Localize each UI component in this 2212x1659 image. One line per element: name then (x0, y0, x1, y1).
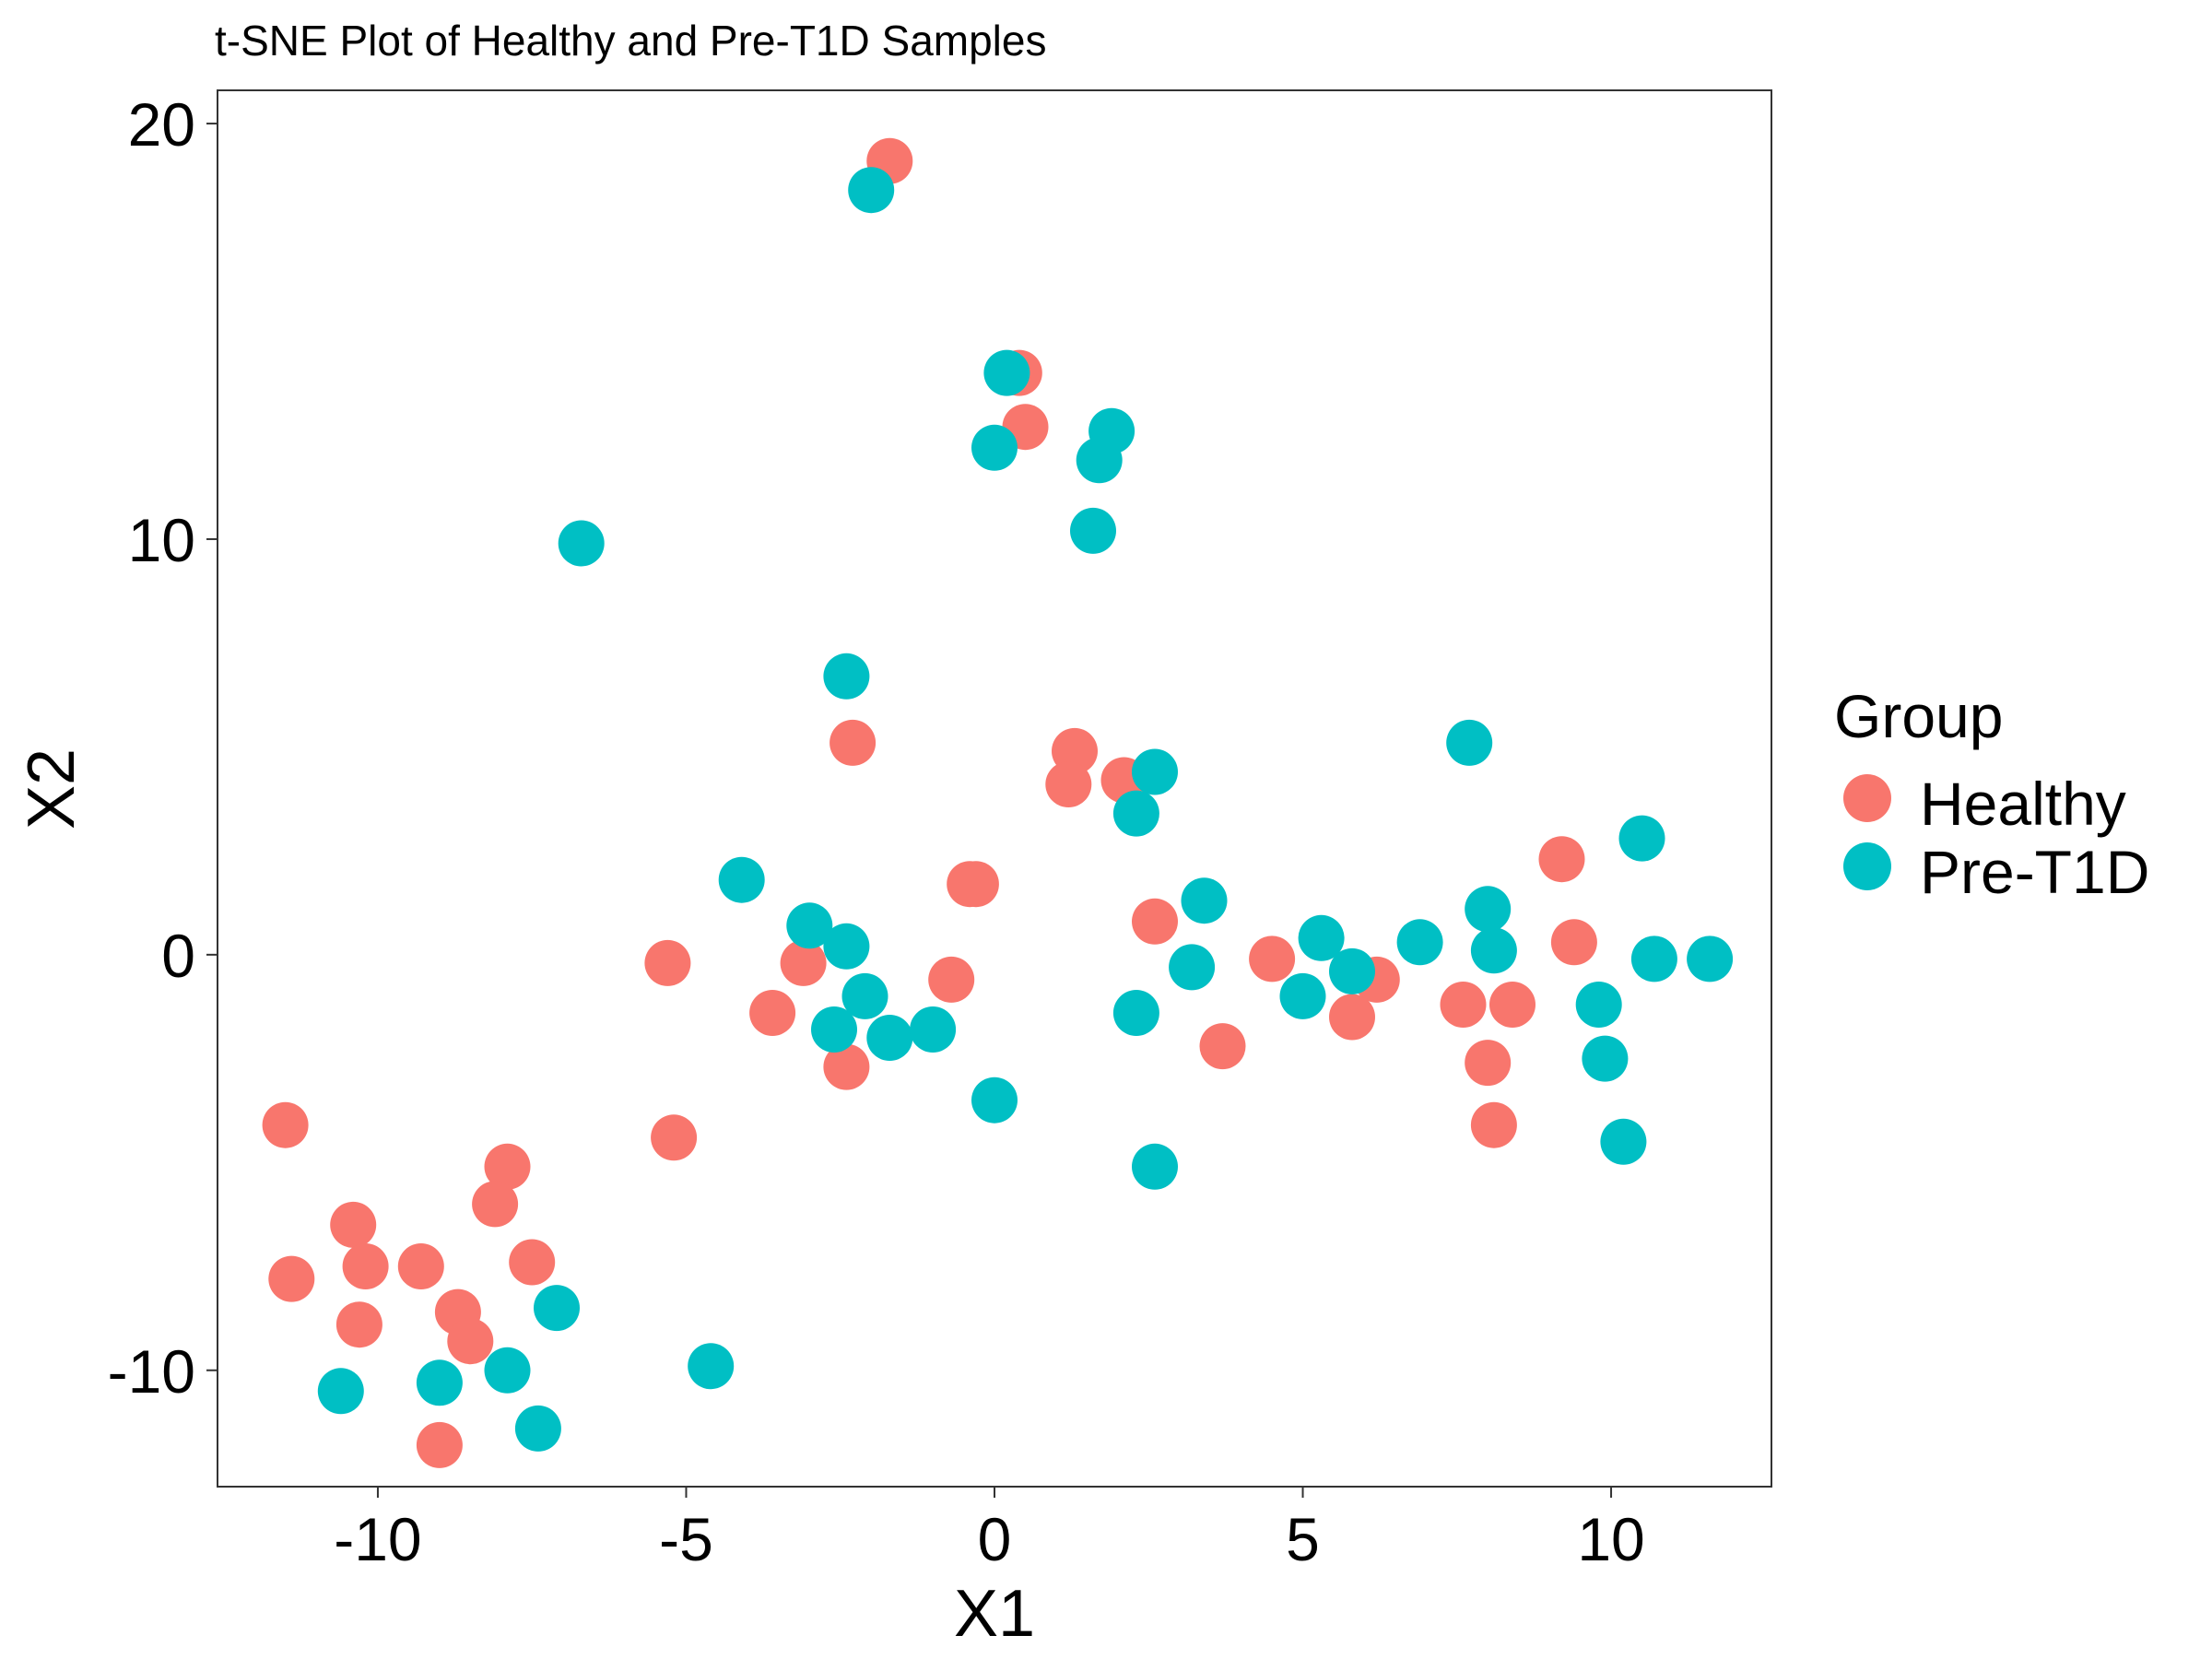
point-pre-t1d-11 (1618, 815, 1665, 862)
legend-title: Group (1834, 682, 2003, 750)
point-pre-t1d-12 (718, 856, 765, 903)
point-pre-t1d-15 (1465, 886, 1512, 933)
point-pre-t1d-19 (1470, 927, 1517, 974)
point-pre-t1d-16 (823, 923, 870, 970)
point-pre-t1d-28 (811, 1006, 857, 1053)
legend-swatch-pre-t1d (1843, 842, 1891, 890)
chart-title: t-SNE Plot of Healthy and Pre-T1D Sample… (215, 17, 1046, 65)
point-pre-t1d-20 (1630, 935, 1677, 982)
x-axis: -10 -5 0 5 10 (334, 1487, 1645, 1573)
point-pre-t1d-24 (841, 972, 888, 1019)
point-pre-t1d-21 (1687, 935, 1734, 982)
point-pre-t1d-13 (786, 902, 833, 949)
legend-label-pre-t1d: Pre-T1D (1920, 838, 2149, 906)
point-healthy-12 (780, 939, 827, 986)
point-healthy-13 (928, 956, 975, 1003)
point-healthy-26 (651, 1114, 698, 1161)
point-pre-t1d-5 (1070, 507, 1116, 554)
point-healthy-21 (1199, 1023, 1246, 1070)
point-healthy-18 (1329, 994, 1375, 1041)
x-tick-label-3: 5 (1286, 1505, 1320, 1573)
point-healthy-10 (1550, 919, 1597, 966)
point-healthy-32 (397, 1243, 444, 1289)
point-pre-t1d-14 (1181, 877, 1228, 924)
point-pre-t1d-37 (484, 1347, 531, 1394)
x-tick-label-4: 10 (1577, 1505, 1644, 1573)
point-healthy-25 (262, 1101, 309, 1148)
point-pre-t1d-33 (1600, 1118, 1647, 1165)
point-pre-t1d-8 (1446, 719, 1493, 766)
point-pre-t1d-30 (910, 1006, 957, 1053)
point-pre-t1d-26 (1575, 982, 1622, 1028)
point-pre-t1d-10 (1112, 790, 1159, 837)
y-tick-label-3: 20 (128, 90, 195, 159)
y-axis: -10 0 10 20 (108, 90, 218, 1406)
point-healthy-11 (644, 939, 691, 986)
point-healthy-17 (749, 990, 796, 1036)
point-pre-t1d-40 (514, 1405, 561, 1452)
point-pre-t1d-0 (848, 167, 895, 214)
point-pre-t1d-6 (558, 520, 605, 567)
point-healthy-29 (330, 1201, 377, 1248)
point-pre-t1d-36 (688, 1343, 735, 1390)
x-tick-label-0: -10 (334, 1505, 421, 1573)
legend: Group Healthy Pre-T1D (1834, 682, 2149, 906)
legend-swatch-healthy (1843, 774, 1891, 822)
point-healthy-14 (1132, 898, 1178, 945)
point-healthy-9 (1538, 836, 1585, 883)
point-pre-t1d-31 (1582, 1035, 1629, 1082)
point-pre-t1d-38 (416, 1359, 463, 1406)
point-healthy-19 (1440, 982, 1487, 1028)
point-pre-t1d-25 (1279, 972, 1326, 1019)
point-healthy-8 (952, 861, 999, 908)
point-healthy-34 (335, 1301, 382, 1348)
y-tick-label-2: 10 (128, 506, 195, 574)
point-healthy-31 (342, 1243, 389, 1289)
x-tick-label-2: 0 (978, 1505, 1012, 1573)
point-pre-t1d-35 (534, 1285, 580, 1332)
point-pre-t1d-17 (1298, 914, 1345, 961)
point-healthy-23 (1465, 1040, 1512, 1087)
point-healthy-28 (472, 1181, 519, 1228)
x-tick-label-1: -5 (659, 1505, 713, 1573)
point-healthy-37 (416, 1421, 463, 1468)
point-pre-t1d-32 (971, 1077, 1018, 1124)
point-pre-t1d-27 (1112, 990, 1159, 1036)
point-pre-t1d-29 (866, 1015, 913, 1061)
x-axis-title: X1 (954, 1577, 1035, 1651)
point-pre-t1d-18 (1396, 919, 1443, 966)
point-healthy-27 (484, 1143, 531, 1190)
point-pre-t1d-39 (317, 1368, 364, 1415)
y-tick-label-1: 0 (161, 922, 195, 990)
point-pre-t1d-7 (823, 653, 870, 700)
point-healthy-3 (830, 719, 877, 766)
point-healthy-22 (823, 1043, 870, 1090)
point-healthy-24 (1470, 1101, 1517, 1148)
point-healthy-5 (1045, 761, 1092, 807)
point-healthy-36 (447, 1318, 494, 1365)
y-tick-label-0: -10 (108, 1337, 195, 1406)
point-pre-t1d-2 (971, 424, 1018, 471)
point-pre-t1d-23 (1329, 947, 1375, 994)
legend-label-healthy: Healthy (1920, 770, 2126, 838)
point-pre-t1d-1 (983, 349, 1030, 396)
point-pre-t1d-34 (1132, 1143, 1178, 1190)
point-healthy-15 (1249, 935, 1296, 982)
point-pre-t1d-4 (1076, 437, 1123, 484)
point-healthy-30 (268, 1255, 315, 1302)
plot-panel (217, 89, 1772, 1488)
point-healthy-33 (509, 1239, 556, 1286)
point-healthy-20 (1489, 982, 1535, 1028)
points-layer (262, 137, 1734, 1468)
point-pre-t1d-22 (1169, 944, 1216, 991)
y-axis-title: X2 (15, 748, 88, 830)
point-pre-t1d-9 (1132, 748, 1178, 795)
